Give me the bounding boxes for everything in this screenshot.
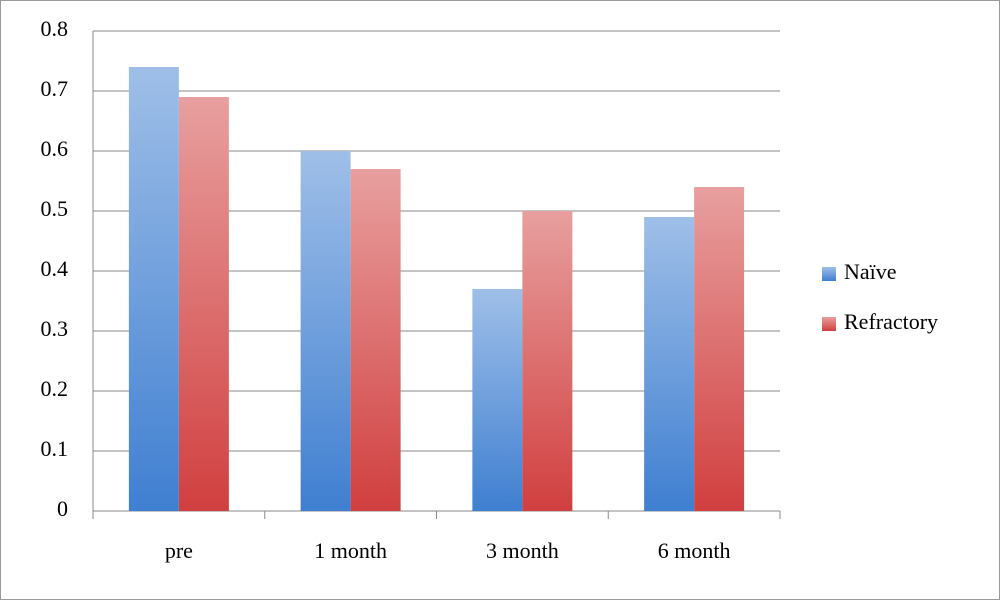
x-tick-label: 3 month	[486, 538, 559, 563]
y-tick-label: 0.7	[41, 76, 69, 101]
bar	[472, 289, 523, 511]
y-tick-label: 0.6	[41, 136, 69, 161]
legend-swatch	[822, 317, 836, 331]
y-tick-label: 0.1	[41, 436, 69, 461]
y-tick-label: 0	[57, 496, 68, 521]
bar	[350, 169, 401, 511]
bar	[522, 211, 573, 511]
legend-label: Refractory	[844, 309, 938, 334]
bar	[694, 187, 745, 511]
y-tick-label: 0.3	[41, 316, 69, 341]
legend-swatch	[822, 267, 836, 281]
bar	[178, 97, 229, 511]
bar	[300, 151, 351, 511]
y-tick-label: 0.4	[41, 256, 69, 281]
bar	[128, 67, 179, 511]
x-tick-label: 6 month	[658, 538, 731, 563]
bar	[644, 217, 695, 511]
x-tick-label: pre	[165, 538, 193, 563]
x-tick-label: 1 month	[314, 538, 387, 563]
y-tick-label: 0.2	[41, 376, 69, 401]
y-tick-label: 0.8	[41, 16, 69, 41]
legend-label: Naïve	[844, 259, 897, 284]
y-tick-label: 0.5	[41, 196, 69, 221]
